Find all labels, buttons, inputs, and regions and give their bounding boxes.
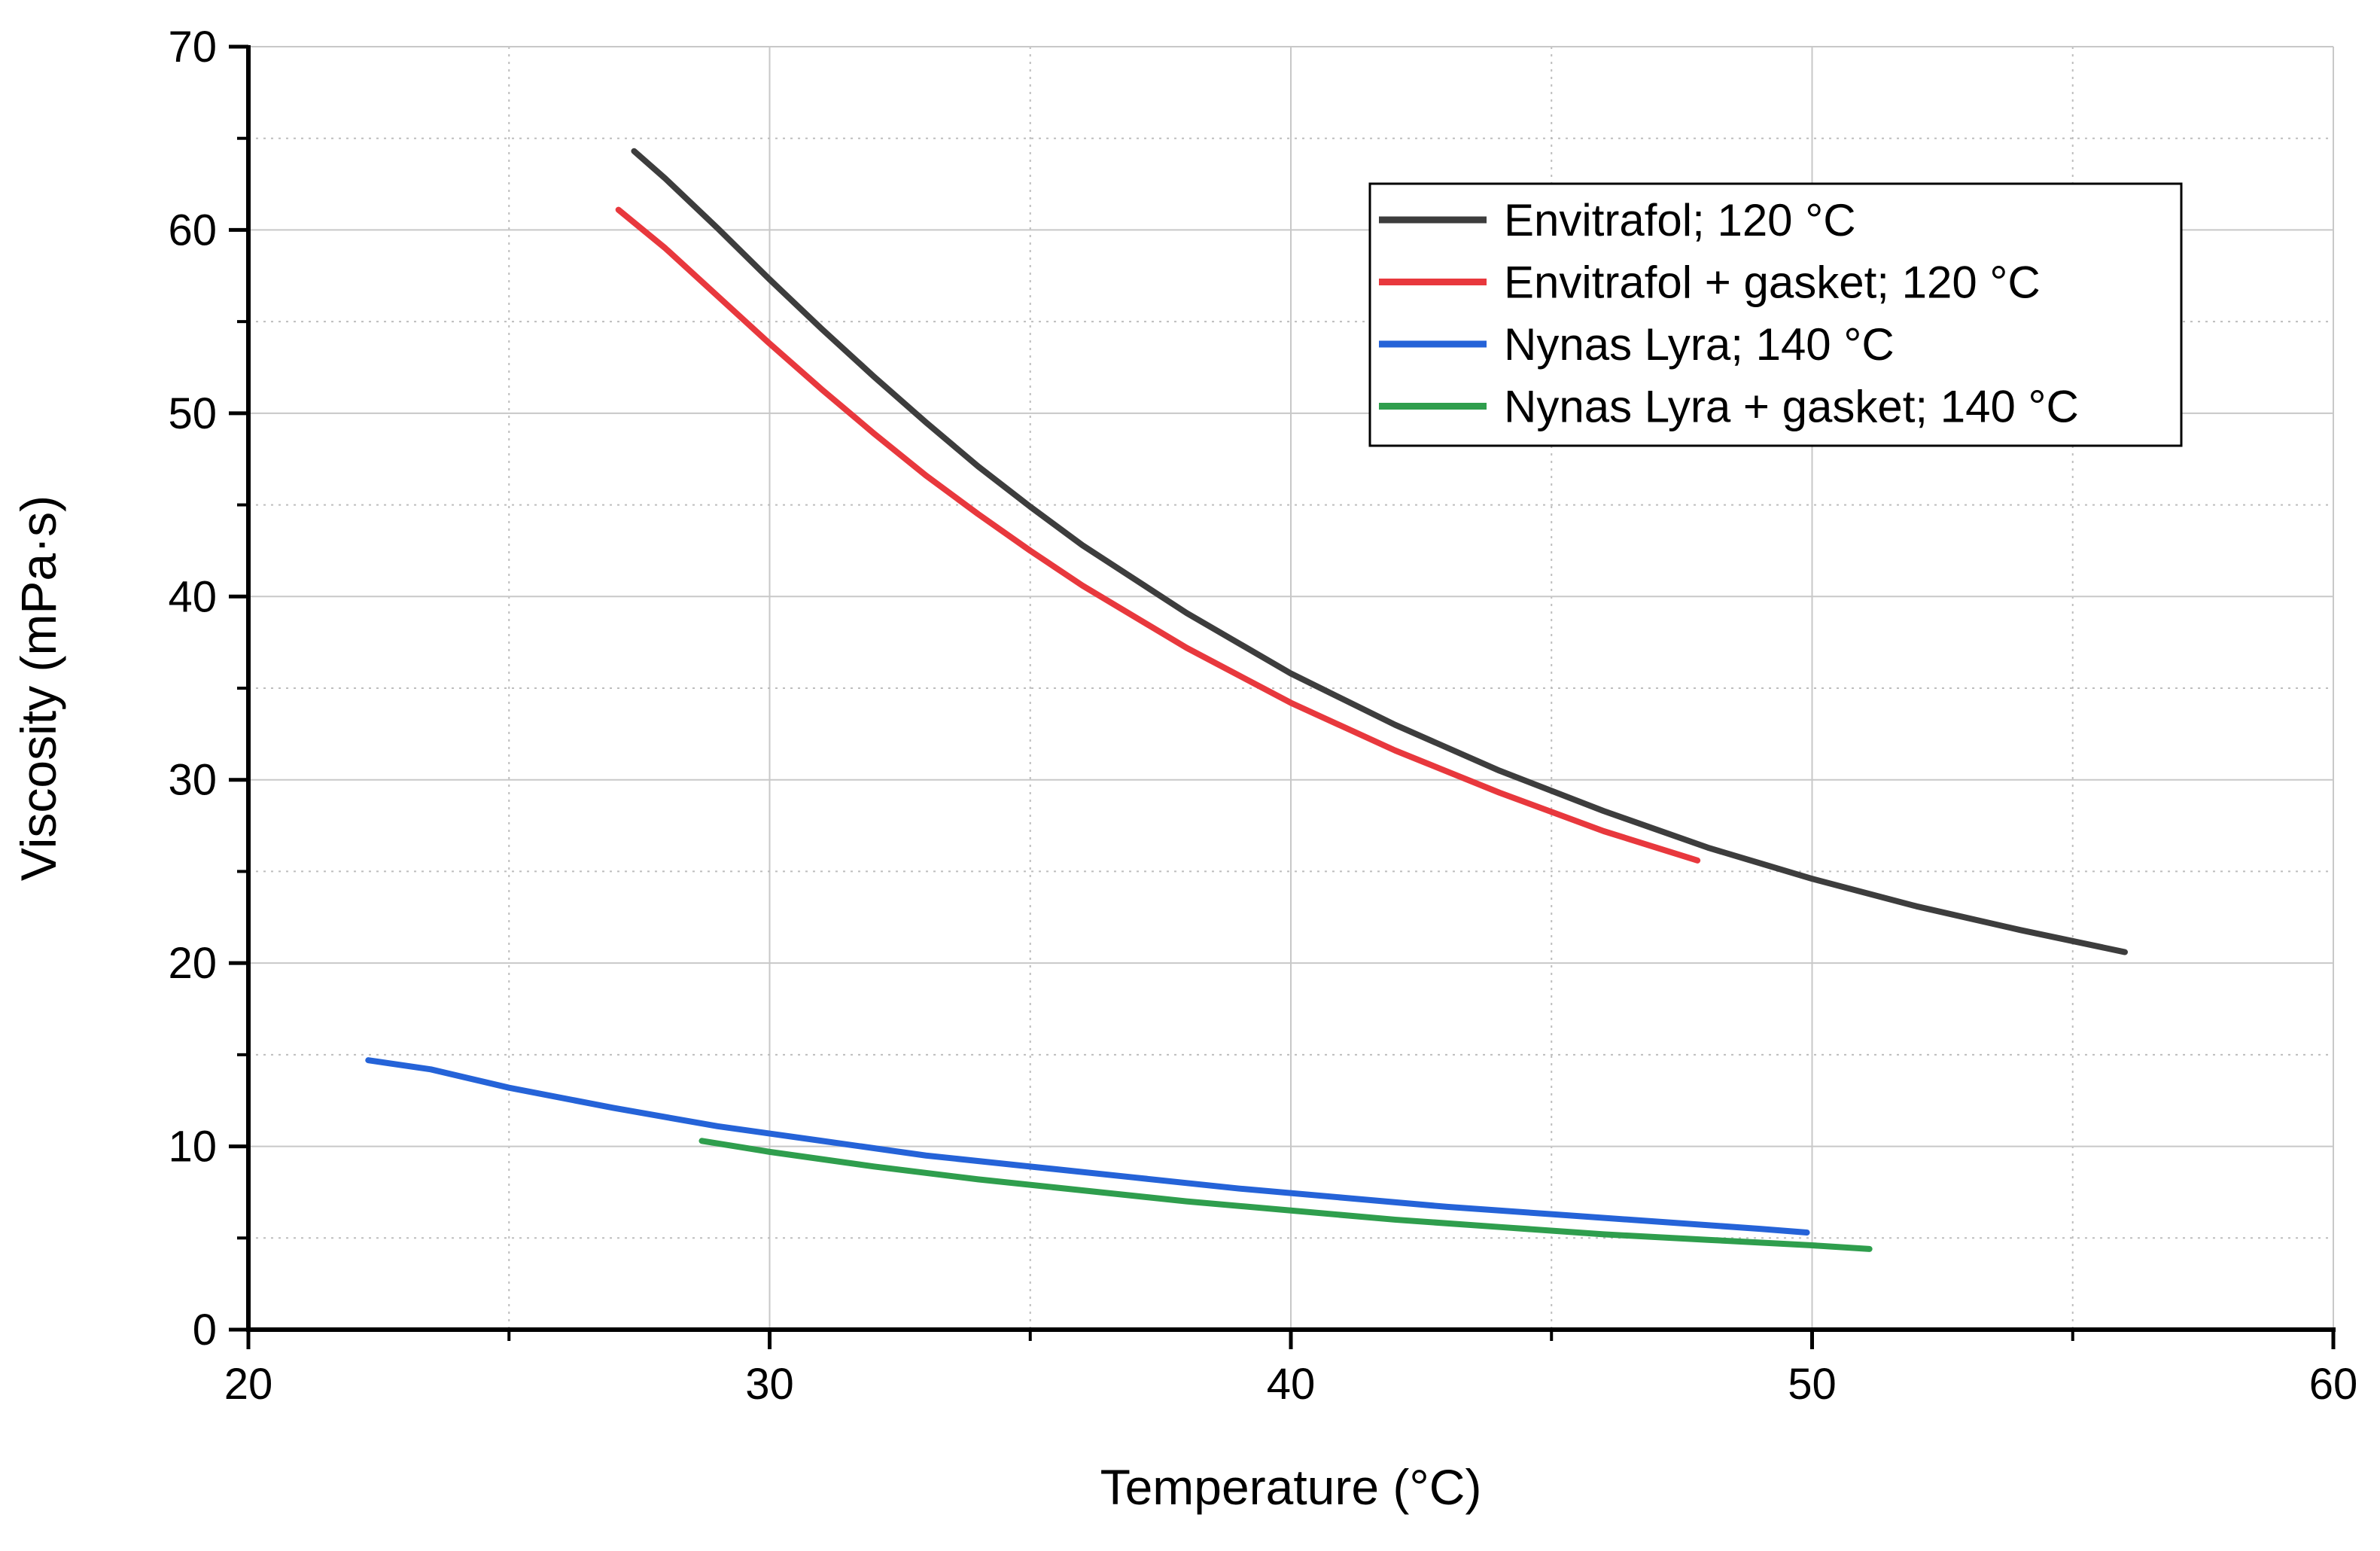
- axes: 20 30 40 50 60 0 10 20 30 40 50 60 70: [168, 23, 2357, 1409]
- x-tick-label: 20: [224, 1360, 273, 1409]
- legend-label: Envitrafol; 120 °C: [1504, 195, 1856, 245]
- y-tick-label: 60: [168, 206, 217, 254]
- x-tick-label: 40: [1267, 1360, 1316, 1409]
- x-tick-label: 30: [745, 1360, 794, 1409]
- series-line-3: [365, 1057, 1810, 1236]
- y-tick-label: 10: [168, 1123, 217, 1172]
- y-tick-label: 40: [168, 572, 217, 621]
- y-tick-label: 70: [168, 23, 217, 72]
- y-axis-title: Viscosity (mPa·s): [11, 495, 66, 881]
- series-line-4: [698, 1138, 1873, 1252]
- legend-label: Nynas Lyra + gasket; 140 °C: [1504, 382, 2079, 432]
- legend: Envitrafol; 120 °C Envitrafol + gasket; 1…: [1368, 182, 2183, 447]
- legend-label: Nynas Lyra; 140 °C: [1504, 319, 1895, 370]
- y-tick-label: 20: [168, 939, 217, 988]
- plot-series: [365, 148, 2128, 1252]
- y-tick-label: 30: [168, 756, 217, 805]
- series-line-1: [631, 148, 2128, 955]
- x-tick-label: 60: [2309, 1360, 2358, 1409]
- series-line-2: [615, 206, 1701, 864]
- y-tick-label: 50: [168, 389, 217, 438]
- x-tick-label: 50: [1788, 1360, 1837, 1409]
- x-axis-title: Temperature (°C): [1100, 1459, 1482, 1515]
- y-tick-label: 0: [193, 1306, 217, 1354]
- legend-box: [1368, 182, 2183, 447]
- legend-label: Envitrafol + gasket; 120 °C: [1504, 257, 2041, 308]
